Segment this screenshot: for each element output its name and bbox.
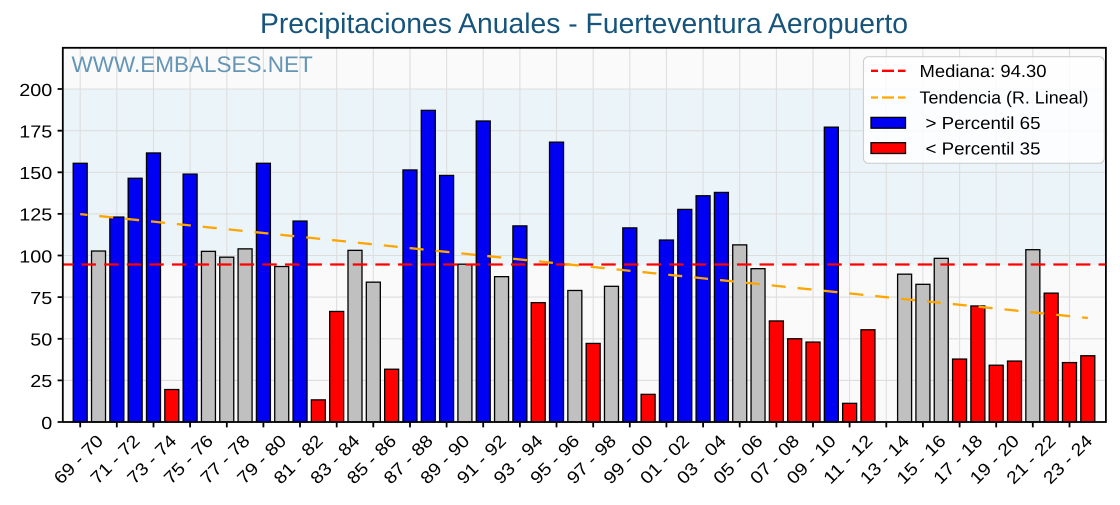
svg-text:Precipitaciones Anuales - Fuer: Precipitaciones Anuales - Fuerteventura … bbox=[260, 7, 908, 39]
svg-text:125: 125 bbox=[19, 205, 52, 225]
svg-text:0: 0 bbox=[41, 413, 52, 433]
svg-text:WWW.EMBALSES.NET: WWW.EMBALSES.NET bbox=[72, 52, 314, 77]
svg-text:100: 100 bbox=[19, 246, 52, 266]
svg-text:200: 200 bbox=[19, 80, 52, 100]
svg-text:175: 175 bbox=[19, 122, 52, 142]
svg-text:25: 25 bbox=[30, 371, 52, 391]
svg-text:50: 50 bbox=[30, 330, 52, 350]
svg-text:Mediana: 94.30: Mediana: 94.30 bbox=[920, 61, 1047, 81]
svg-text:150: 150 bbox=[19, 163, 52, 183]
svg-text:> Percentil 65: > Percentil 65 bbox=[926, 113, 1041, 133]
svg-text:Tendencia (R. Lineal): Tendencia (R. Lineal) bbox=[920, 88, 1089, 108]
svg-text:75: 75 bbox=[30, 288, 52, 308]
svg-text:< Percentil 35: < Percentil 35 bbox=[926, 138, 1041, 158]
